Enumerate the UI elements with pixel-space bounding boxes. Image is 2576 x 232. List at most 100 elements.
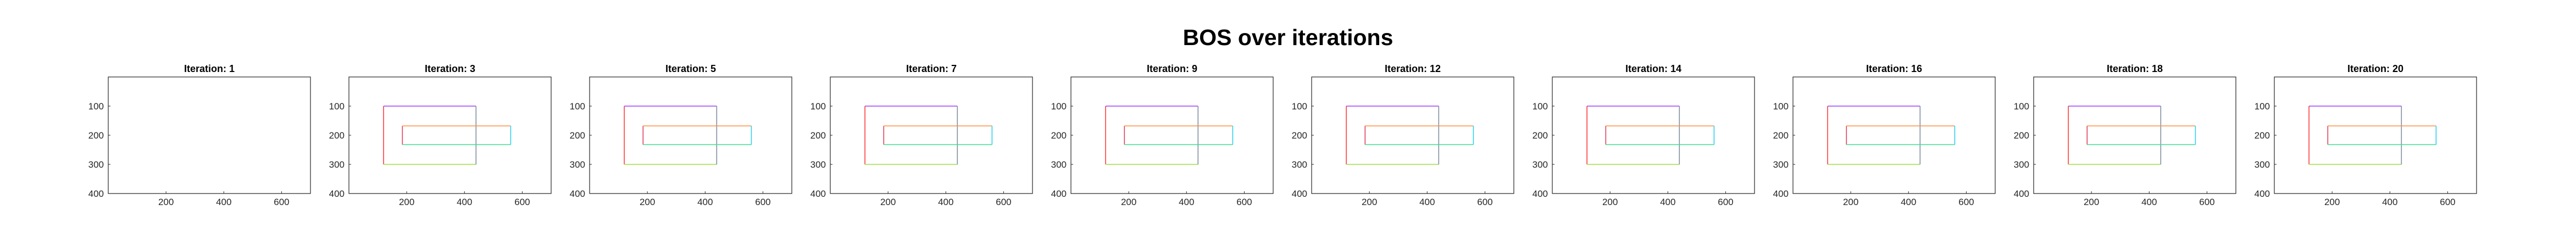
y-tick-label: 400 xyxy=(1051,189,1067,199)
x-tick-label: 600 xyxy=(274,197,289,207)
subplot-title: Iteration: 20 xyxy=(2347,63,2403,74)
y-tick-label: 100 xyxy=(88,101,104,112)
y-tick-label: 400 xyxy=(1773,189,1789,199)
axes-frame xyxy=(589,76,792,194)
x-tick-label: 400 xyxy=(1419,197,1435,207)
y-tick-label: 400 xyxy=(2014,189,2029,199)
subplot-10: Iteration: 20 100 200 300 400 200 400 600 xyxy=(2255,63,2477,207)
y-tick-label: 400 xyxy=(1292,189,1307,199)
y-tick-label: 400 xyxy=(810,189,826,199)
axes-frame xyxy=(2033,76,2236,194)
x-tick-label: 600 xyxy=(1477,197,1492,207)
axes-frame xyxy=(108,76,311,194)
x-tick-label: 600 xyxy=(1718,197,1733,207)
y-tick-label: 300 xyxy=(810,159,826,170)
x-tick-label: 400 xyxy=(938,197,953,207)
subplot-3: Iteration: 5 100 200 300 400 200 400 600 xyxy=(570,63,792,207)
x-tick-label: 200 xyxy=(640,197,655,207)
y-tick-label: 400 xyxy=(2255,189,2270,199)
y-tick-label: 200 xyxy=(2014,130,2029,141)
y-tick-label: 200 xyxy=(88,130,104,141)
x-tick-label: 200 xyxy=(1602,197,1618,207)
y-tick-label: 300 xyxy=(88,159,104,170)
subplot-9: Iteration: 18 100 200 300 400 200 400 600 xyxy=(2014,63,2236,207)
y-tick-label: 300 xyxy=(570,159,585,170)
axes-frame xyxy=(830,76,1033,194)
y-tick-label: 300 xyxy=(1292,159,1307,170)
x-tick-label: 400 xyxy=(457,197,472,207)
x-tick-label: 600 xyxy=(1958,197,1974,207)
y-tick-label: 200 xyxy=(2255,130,2270,141)
subplot-title: Iteration: 9 xyxy=(1147,63,1197,74)
y-tick-label: 100 xyxy=(1292,101,1307,112)
x-tick-label: 200 xyxy=(1362,197,1377,207)
subplot-title: Iteration: 14 xyxy=(1625,63,1681,74)
axes-frame xyxy=(1070,76,1274,194)
x-tick-label: 600 xyxy=(2199,197,2214,207)
subplot-4: Iteration: 7 100 200 300 400 200 400 600 xyxy=(810,63,1033,207)
y-tick-label: 100 xyxy=(810,101,826,112)
x-tick-label: 600 xyxy=(996,197,1011,207)
x-tick-label: 400 xyxy=(2141,197,2157,207)
subplot-7: Iteration: 14 100 200 300 400 200 400 600 xyxy=(1533,63,1755,207)
y-tick-label: 100 xyxy=(570,101,585,112)
subplot-title: Iteration: 18 xyxy=(2107,63,2163,74)
x-tick-label: 400 xyxy=(1901,197,1916,207)
y-tick-label: 200 xyxy=(810,130,826,141)
x-tick-label: 600 xyxy=(2440,197,2455,207)
x-tick-label: 600 xyxy=(1236,197,1252,207)
subplot-title: Iteration: 7 xyxy=(906,63,957,74)
x-tick-label: 200 xyxy=(399,197,414,207)
axes-frame xyxy=(1311,76,1514,194)
y-tick-label: 300 xyxy=(1533,159,1548,170)
x-tick-label: 200 xyxy=(2324,197,2340,207)
subplot-6: Iteration: 12 100 200 300 400 200 400 600 xyxy=(1292,63,1514,207)
y-tick-label: 200 xyxy=(570,130,585,141)
subplot-title: Iteration: 12 xyxy=(1385,63,1441,74)
x-tick-label: 200 xyxy=(2084,197,2099,207)
subplot-1: Iteration: 1 100 200 300 400 200 400 600 xyxy=(88,63,311,207)
y-tick-label: 200 xyxy=(1051,130,1067,141)
x-tick-label: 200 xyxy=(1121,197,1136,207)
y-tick-label: 400 xyxy=(88,189,104,199)
y-tick-label: 100 xyxy=(1533,101,1548,112)
y-tick-label: 200 xyxy=(329,130,345,141)
subplot-2: Iteration: 3 100 200 300 400 200 400 600 xyxy=(329,63,552,207)
axes-frame xyxy=(348,76,552,194)
x-tick-label: 400 xyxy=(697,197,713,207)
x-tick-label: 400 xyxy=(1179,197,1194,207)
x-tick-label: 600 xyxy=(514,197,530,207)
axes-frame xyxy=(2274,76,2477,194)
x-tick-label: 200 xyxy=(1843,197,1858,207)
y-tick-label: 200 xyxy=(1533,130,1548,141)
x-tick-label: 200 xyxy=(158,197,174,207)
y-tick-label: 400 xyxy=(570,189,585,199)
y-tick-label: 400 xyxy=(329,189,345,199)
y-tick-label: 300 xyxy=(329,159,345,170)
subplot-title: Iteration: 1 xyxy=(184,63,235,74)
axes-frame xyxy=(1792,76,1996,194)
x-tick-label: 400 xyxy=(216,197,231,207)
figure-title: BOS over iterations xyxy=(1183,25,1394,50)
x-tick-label: 200 xyxy=(880,197,896,207)
subplot-title: Iteration: 5 xyxy=(665,63,716,74)
x-tick-label: 600 xyxy=(755,197,770,207)
subplot-title: Iteration: 3 xyxy=(425,63,475,74)
y-tick-label: 300 xyxy=(2255,159,2270,170)
y-tick-label: 300 xyxy=(1773,159,1789,170)
y-tick-label: 400 xyxy=(1533,189,1548,199)
y-tick-label: 300 xyxy=(2014,159,2029,170)
y-tick-label: 100 xyxy=(1773,101,1789,112)
x-tick-label: 400 xyxy=(1660,197,1675,207)
x-tick-label: 400 xyxy=(2382,197,2397,207)
y-tick-label: 200 xyxy=(1292,130,1307,141)
y-tick-label: 100 xyxy=(1051,101,1067,112)
axes-frame xyxy=(1552,76,1755,194)
subplot-title: Iteration: 16 xyxy=(1866,63,1922,74)
y-tick-label: 300 xyxy=(1051,159,1067,170)
y-tick-label: 100 xyxy=(2255,101,2270,112)
subplot-8: Iteration: 16 100 200 300 400 200 400 600 xyxy=(1773,63,1996,207)
y-tick-label: 100 xyxy=(329,101,345,112)
